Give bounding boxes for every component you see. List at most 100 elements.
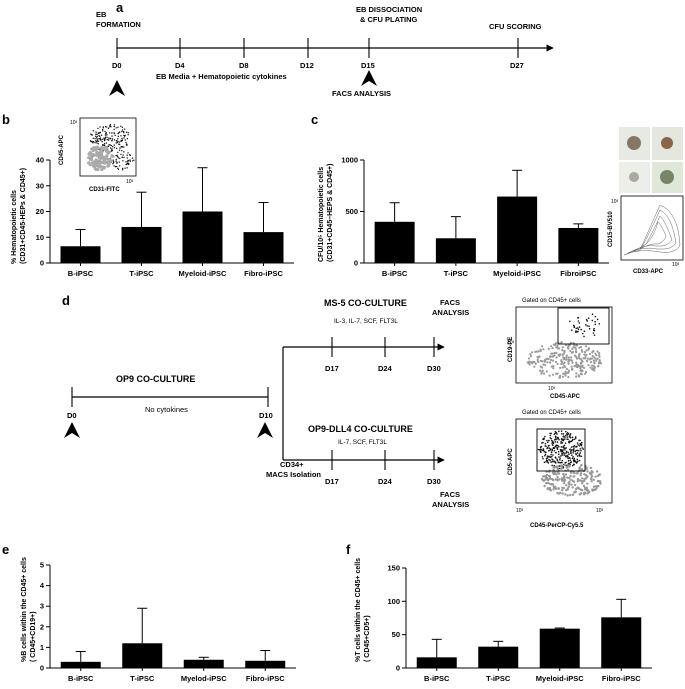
scatter-dot bbox=[556, 491, 559, 495]
scatter-dot bbox=[121, 129, 124, 131]
scatter-dot bbox=[556, 433, 558, 435]
ylabel-line: % Hematopoietic cells bbox=[11, 190, 18, 264]
scatter-dot bbox=[587, 317, 590, 319]
panel-b: b % Hematopoietic cells (CD31+CD45-HEPs … bbox=[2, 112, 294, 278]
scatter-dot bbox=[558, 347, 561, 350]
scatter-dot bbox=[591, 319, 594, 322]
scatter-dot bbox=[587, 364, 590, 367]
scatter-dot bbox=[561, 439, 563, 441]
scatter-dot bbox=[92, 130, 95, 132]
scatter-dot bbox=[577, 374, 581, 378]
scatter-dot bbox=[543, 359, 546, 362]
panel-f: f %T cells within the CD45+ cells ( CD45… bbox=[346, 542, 652, 683]
scatter-dot bbox=[549, 432, 551, 435]
scatter-dot bbox=[113, 146, 116, 149]
day-label: D24 bbox=[378, 364, 393, 373]
scatter-dot bbox=[120, 145, 123, 148]
scatter-dot bbox=[109, 144, 111, 146]
contour-plot-c: CD15-BV510 CD33-APC 10³ 10³ bbox=[608, 195, 684, 275]
scatter-dot bbox=[585, 360, 589, 363]
y-tick-label: 2 bbox=[40, 622, 44, 631]
scatter-dot bbox=[545, 445, 547, 448]
scatter-dot bbox=[129, 159, 131, 161]
scatter-dot bbox=[117, 157, 119, 159]
scatter-dot bbox=[583, 486, 587, 490]
scatter-dot bbox=[547, 474, 551, 478]
scatter-dot bbox=[546, 459, 549, 462]
scatter-dot bbox=[564, 374, 567, 377]
scatter-dot bbox=[547, 358, 550, 361]
flow-plot-bottom: Gated on CD45+ cells CD5-APC CD45-PerCP-… bbox=[508, 410, 613, 529]
scatter-dot bbox=[551, 352, 554, 355]
scatter-dot bbox=[96, 133, 98, 136]
day-label: D17 bbox=[325, 364, 339, 373]
scatter-dot bbox=[575, 331, 577, 333]
scatter-dot bbox=[593, 356, 596, 359]
scatter-dot bbox=[529, 355, 533, 358]
scatter-dot bbox=[575, 351, 578, 354]
scatter-dot bbox=[592, 329, 595, 331]
scatter-dot bbox=[575, 372, 578, 375]
scatter-dot bbox=[571, 493, 575, 497]
scatter-dot bbox=[125, 143, 128, 145]
scatter-dot bbox=[550, 345, 553, 348]
scatter-dot bbox=[559, 366, 562, 369]
eb-formation-label-1: EB bbox=[96, 10, 107, 19]
scatter-dot bbox=[543, 484, 546, 488]
scatter-dot bbox=[112, 162, 114, 165]
scatter-dot bbox=[559, 467, 563, 471]
scatter-dot bbox=[556, 465, 559, 468]
panel-e: e %B cells within the CD45+ cells ( CD45… bbox=[2, 542, 296, 683]
scatter-dot bbox=[572, 475, 575, 478]
scatter-dot bbox=[119, 157, 121, 160]
scatter-dot bbox=[550, 437, 553, 440]
scatter-dot bbox=[576, 445, 578, 448]
scatter-dot bbox=[103, 137, 105, 139]
scatter-dot bbox=[125, 161, 127, 163]
scatter-dot bbox=[554, 342, 558, 345]
scatter-dot bbox=[584, 473, 588, 477]
scatter-dot bbox=[91, 141, 94, 143]
scatter-dot bbox=[596, 480, 600, 483]
scatter-dot bbox=[91, 148, 95, 152]
scatter-dot bbox=[116, 154, 118, 157]
y-tick-label: 0 bbox=[40, 259, 44, 268]
scatter-dot bbox=[99, 135, 101, 138]
flow-bottom-ylabel: CD5-APC bbox=[508, 448, 514, 475]
scatter-dot bbox=[552, 488, 555, 491]
scatter-dot bbox=[564, 447, 567, 449]
scatter-dot bbox=[591, 367, 594, 370]
cd34-label-1: CD34+ bbox=[280, 460, 304, 469]
scatter-dot bbox=[541, 345, 544, 348]
ylabel-line: CFU/10⁵ Hematopoietic cells bbox=[318, 167, 325, 262]
scatter-dot bbox=[558, 376, 561, 379]
scatter-dot bbox=[596, 357, 599, 360]
scatter-dot bbox=[95, 131, 97, 133]
arrowhead-d0 bbox=[64, 422, 80, 438]
scatter-dot bbox=[593, 362, 596, 365]
scatter-dot bbox=[118, 143, 120, 145]
scatter-dot bbox=[117, 138, 119, 140]
chart-c: 0 500 1000 B-iPSC T-iPSC Myeloid-iPSC FibroiPS… bbox=[341, 156, 609, 278]
scatter-dot bbox=[567, 347, 570, 350]
day-label: D30 bbox=[427, 477, 441, 486]
scatter-dot bbox=[569, 320, 571, 323]
scatter-dot bbox=[598, 351, 601, 355]
scatter-dot bbox=[561, 346, 564, 349]
scatter-dot bbox=[561, 366, 564, 369]
chart-b-ylabel: % Hematopoietic cells (CD31+CD45-HEPs & … bbox=[11, 168, 27, 264]
scatter-dot bbox=[91, 153, 95, 157]
x-tick-label: Myelod-iPSC bbox=[181, 674, 227, 683]
scatter-dot bbox=[551, 442, 553, 444]
scatter-dot bbox=[541, 456, 544, 458]
scatter-dot bbox=[541, 449, 543, 452]
scatter-dot bbox=[562, 433, 565, 435]
scatter-dot bbox=[536, 358, 539, 362]
scatter-dot bbox=[581, 332, 584, 335]
flow-bottom-dots bbox=[537, 430, 602, 497]
scatter-dot bbox=[563, 361, 566, 364]
scatter-dot bbox=[579, 452, 582, 454]
scatter-dot bbox=[124, 167, 126, 169]
scatter-dot bbox=[598, 359, 601, 362]
scatter-dot bbox=[115, 160, 117, 162]
